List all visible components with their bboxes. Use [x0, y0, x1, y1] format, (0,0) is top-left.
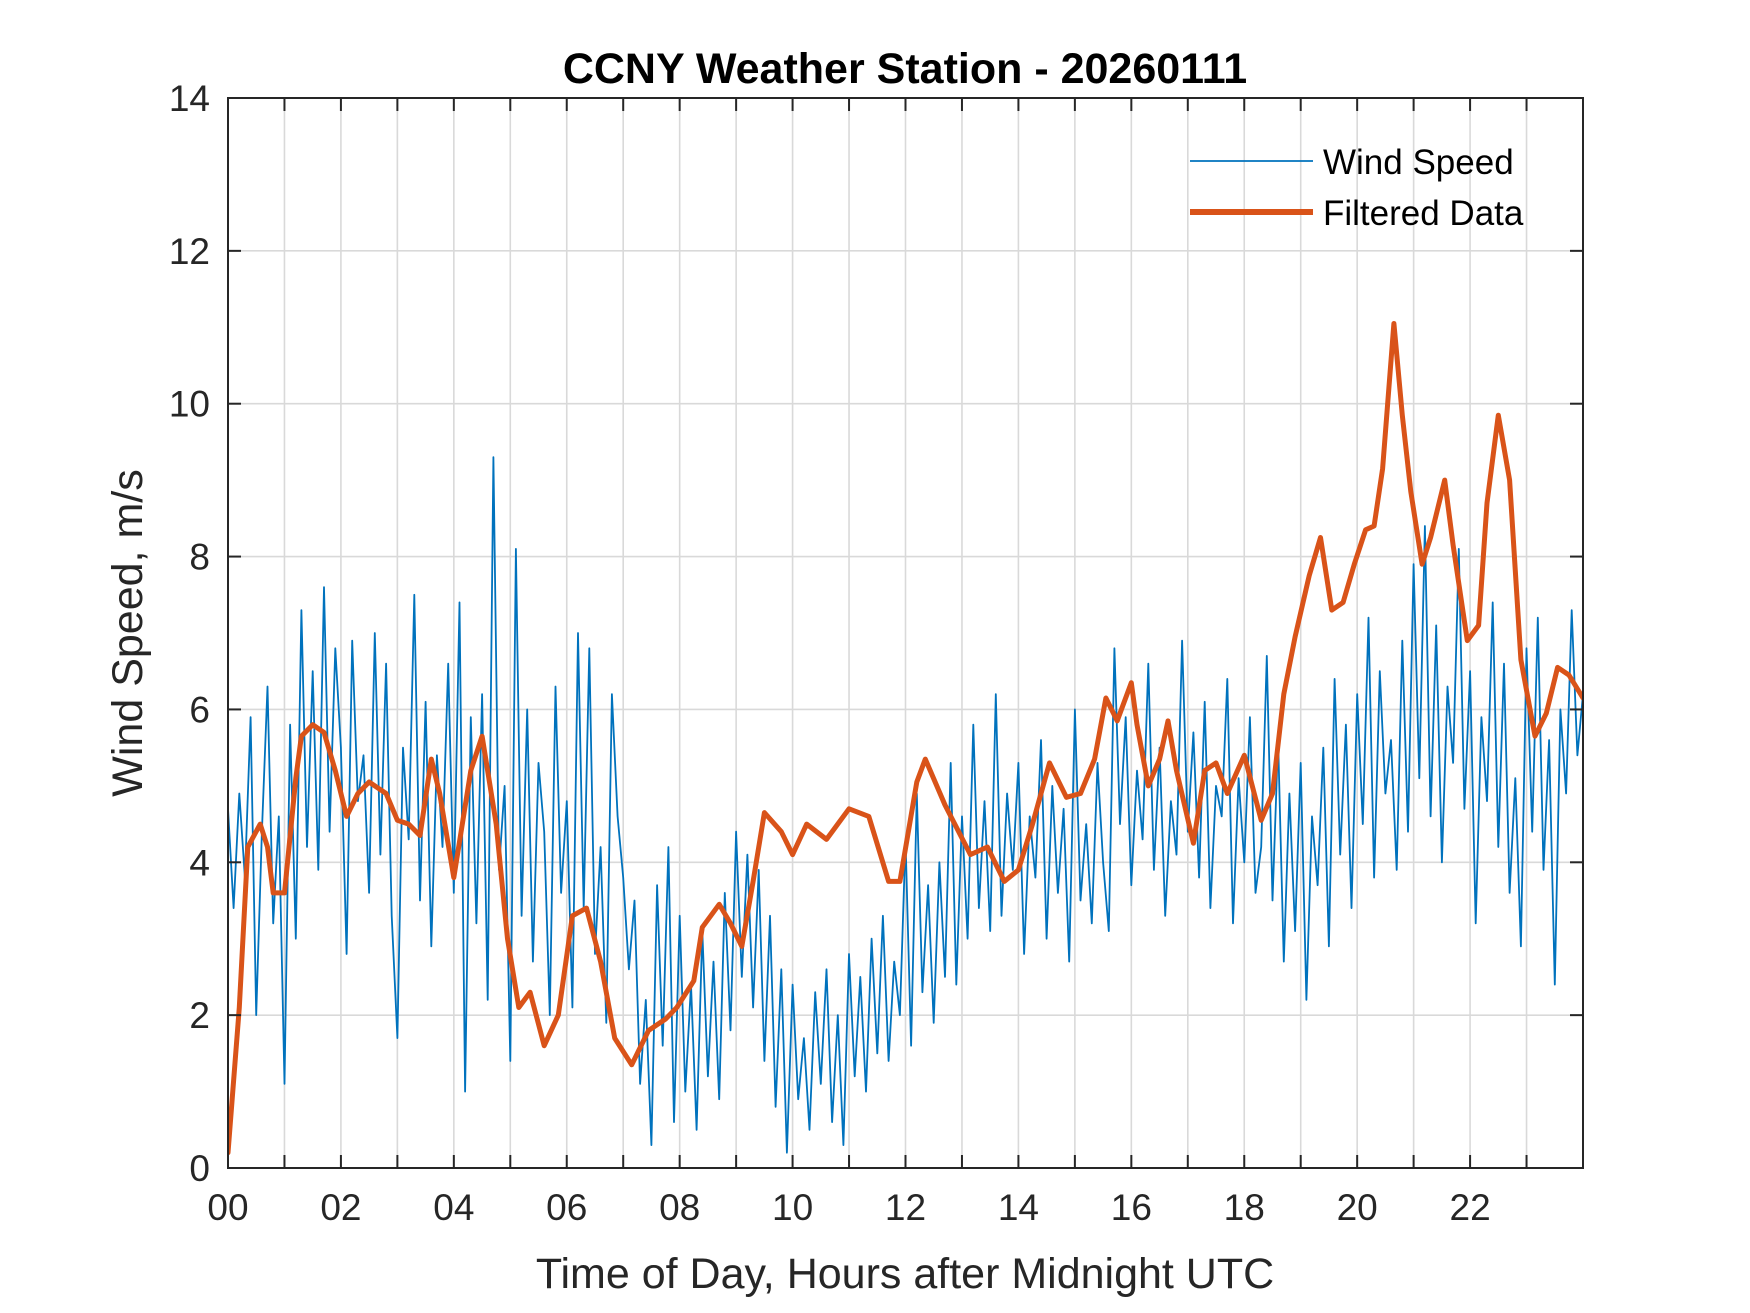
y-tick-label: 8 [189, 537, 210, 578]
x-tick-label: 04 [433, 1187, 474, 1228]
series-line-filtered-data [228, 321, 1583, 1156]
legend-label-wind-speed: Wind Speed [1323, 143, 1514, 182]
x-tick-label: 00 [207, 1187, 248, 1228]
y-tick-label: 0 [189, 1148, 210, 1189]
legend: Wind Speed Filtered Data [1190, 143, 1524, 233]
y-tick-label: 14 [169, 78, 210, 119]
x-tick-label: 02 [320, 1187, 361, 1228]
y-axis-label: Wind Speed, m/s [104, 469, 152, 796]
x-axis-label: Time of Day, Hours after Midnight UTC [536, 1250, 1274, 1298]
legend-label-filtered-data: Filtered Data [1323, 194, 1524, 233]
x-tick-label: 10 [772, 1187, 813, 1228]
x-tick-label: 12 [885, 1187, 926, 1228]
axis-ticks [228, 98, 1583, 1168]
x-tick-label: 08 [659, 1187, 700, 1228]
y-tick-label: 10 [169, 384, 210, 425]
x-tick-label: 06 [546, 1187, 587, 1228]
y-tick-label: 4 [189, 842, 210, 883]
y-tick-labels: 0 2 4 6 8 10 12 14 [169, 78, 210, 1189]
chart-title: CCNY Weather Station - 20260111 [563, 45, 1247, 93]
axes-box [227, 97, 1584, 1169]
x-tick-label: 16 [1111, 1187, 1152, 1228]
x-tick-label: 20 [1337, 1187, 1378, 1228]
y-tick-label: 2 [189, 995, 210, 1036]
y-tick-label: 12 [169, 231, 210, 272]
plot-area [228, 321, 1583, 1156]
x-tick-label: 18 [1224, 1187, 1265, 1228]
x-tick-label: 22 [1450, 1187, 1491, 1228]
series-line-wind-speed [228, 456, 1583, 1154]
y-tick-label: 6 [189, 689, 210, 730]
x-tick-label: 14 [998, 1187, 1039, 1228]
x-tick-labels: 00 02 04 06 08 10 12 14 16 18 20 22 [207, 1187, 1490, 1228]
